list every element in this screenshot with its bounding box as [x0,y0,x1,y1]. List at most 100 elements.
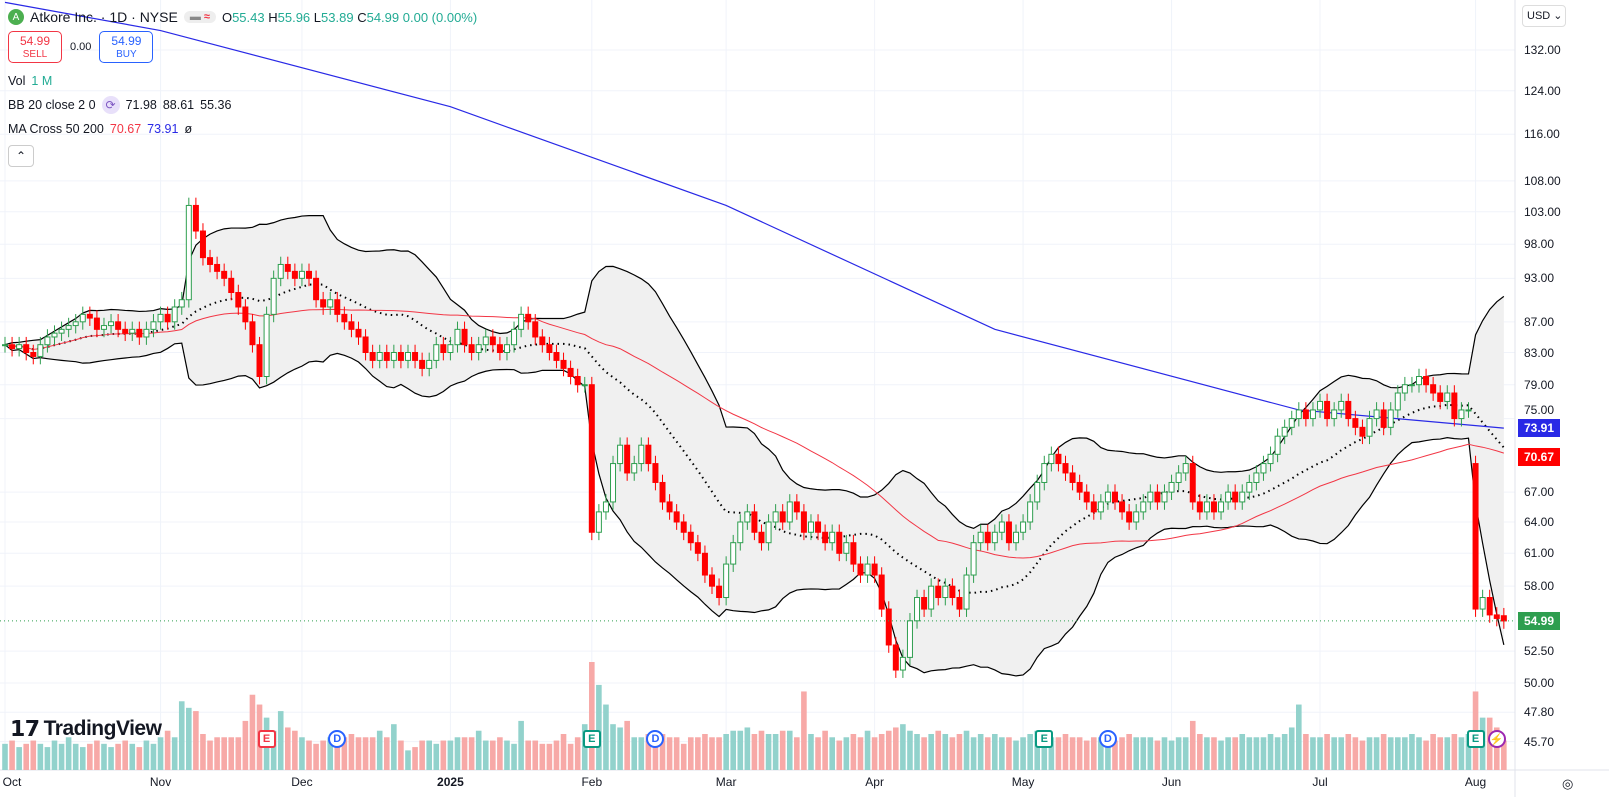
earnings-beat-marker[interactable]: E [582,730,601,748]
candle [263,306,270,385]
price-tick-label: 75.00 [1524,403,1555,418]
candle [404,344,411,369]
dividend-marker[interactable]: D [1098,730,1117,748]
volume-bar [186,707,192,770]
volume-bar [610,724,616,770]
currency-select[interactable]: USD ⌄ [1522,5,1566,27]
refresh-icon[interactable]: ⟳ [101,96,120,114]
candle [1140,494,1147,520]
candle [843,534,850,562]
indicator-ma-cross[interactable]: MA Cross 50 200 70.67 73.91 ø [8,122,193,136]
candle [885,601,892,653]
volume-bar [716,737,722,770]
candle [694,534,701,562]
volume-bar [1253,737,1260,770]
sell-button[interactable]: 54.99 SELL [8,31,62,63]
candle [793,494,800,520]
eye-settings-icon[interactable]: ◎ [1562,776,1574,791]
volume-bar [1274,737,1281,770]
dividend-marker[interactable]: D [328,730,347,748]
volume-bar [1062,734,1069,770]
volume-bar [270,730,277,770]
earnings-beat-marker[interactable]: E [1466,730,1485,748]
volume-bar [1324,734,1330,770]
indicator-volume[interactable]: Vol 1 M [8,74,53,88]
candle [1423,368,1430,393]
candle [1168,474,1175,500]
candle [581,376,588,393]
candle [956,589,963,617]
volume-bar [1154,740,1161,770]
tradingview-logo[interactable]: 𝟭𝟳 TradingView [10,716,162,741]
price-tick-label: 108.00 [1524,173,1561,188]
candle [1020,514,1027,541]
price-tick-label: 64.00 [1524,514,1555,529]
candle [79,306,86,330]
ma50-price-tag: 70.67 [1518,448,1560,467]
candle [1451,385,1458,427]
collapse-legend-button[interactable]: ⌃ [8,145,34,167]
candle [1097,494,1104,520]
time-tick-label: May [1011,775,1035,789]
volume-bar [164,730,171,770]
volume-bar [1317,737,1323,770]
candle [1288,410,1295,436]
candle [23,336,30,361]
earnings-beat-marker[interactable]: E [1035,730,1054,748]
bb-basis-line [4,283,1505,594]
candle [1324,393,1331,427]
candle [1203,494,1210,520]
candle [567,360,574,385]
price-tick-label: 45.70 [1524,734,1555,749]
candle [383,344,390,369]
candle [1239,484,1246,510]
volume-bar [638,737,645,770]
price-tick-label: 83.00 [1524,345,1555,360]
candle [270,270,277,323]
volume-bar [383,737,390,770]
volume-bar [666,737,673,770]
volume-bar [758,730,765,770]
indicator-bollinger[interactable]: BB 20 close 2 0 ⟳ 71.98 88.61 55.36 [8,96,232,114]
candle [1104,484,1111,510]
volume-bar [1013,740,1019,770]
candle [1083,484,1090,510]
volume-bar [94,740,100,770]
volume-bar [1288,727,1295,770]
volume-bar [1147,737,1154,770]
candle [440,336,447,361]
candle [214,256,221,280]
candle [800,504,807,541]
candle [1189,455,1196,510]
volume-bar [143,740,150,770]
candle [709,567,715,595]
alert-marker[interactable]: ⚡ [1487,730,1506,748]
buy-button[interactable]: 54.99 BUY [99,31,154,63]
volume-bar [801,691,807,770]
candle [666,494,673,520]
volume-bar [1501,740,1507,770]
symbol-title[interactable]: Atkore Inc. · 1D · NYSE [30,9,178,25]
volume-bar [737,730,744,770]
market-status-pill[interactable]: ▬ ≈ [183,11,216,23]
dividend-marker[interactable]: D [646,730,665,748]
candle [341,306,348,330]
candle [2,336,8,353]
volume-bar [122,740,128,770]
volume-bar [242,720,249,770]
volume-bar [751,734,758,770]
volume-bar [878,734,885,770]
candle [192,197,199,239]
candle [412,344,419,369]
volume-bar [207,740,213,770]
volume-bar [299,737,305,770]
candle [86,306,93,326]
candle [143,321,150,345]
candle [489,329,496,353]
earnings-miss-marker[interactable]: E [257,730,276,748]
candle [503,336,510,361]
volume-bar [9,740,15,770]
price-tick-label: 87.00 [1524,314,1555,329]
candle [1458,402,1465,427]
